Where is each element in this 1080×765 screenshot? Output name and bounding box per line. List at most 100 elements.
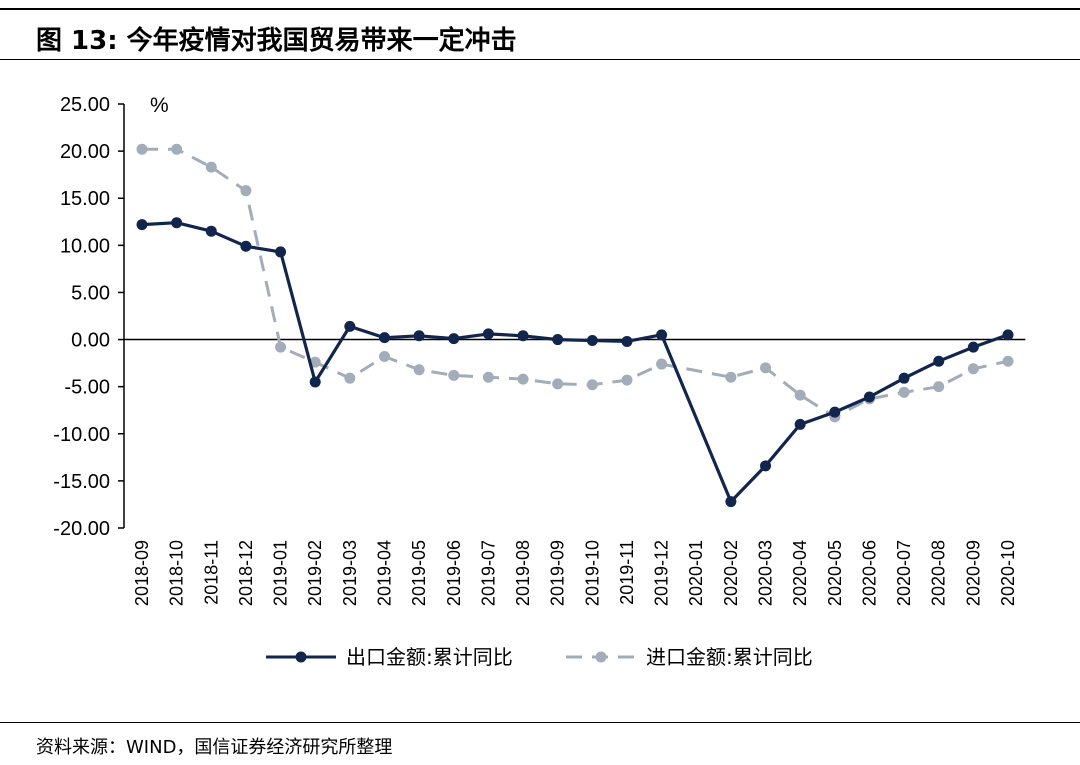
data-point-import	[552, 378, 564, 390]
data-point-import	[205, 161, 217, 173]
x-tick-label: 2020-10	[998, 540, 1018, 606]
x-tick-label: 2020-02	[721, 540, 741, 606]
data-point-export	[794, 418, 806, 430]
series-layer	[136, 143, 1014, 508]
data-point-export	[621, 335, 633, 347]
data-point-import	[1002, 355, 1014, 367]
data-point-export	[240, 240, 252, 252]
data-point-export	[725, 496, 737, 508]
y-tick-label: 20.00	[60, 141, 110, 163]
legend-item: 出口金额:累计同比	[266, 645, 513, 669]
series-export	[136, 217, 1014, 508]
y-tick-label: 10.00	[60, 235, 110, 257]
figure-header: 图 13: 今年疫情对我国贸易带来一定冲击	[0, 0, 1080, 62]
x-tick-label: 2019-06	[444, 540, 464, 606]
y-tick-label: 25.00	[60, 94, 110, 116]
data-point-import	[413, 364, 425, 376]
x-tick-label: 2020-05	[825, 540, 845, 606]
legend-marker	[595, 651, 607, 663]
figure-source: 资料来源：WIND，国信证券经济研究所整理	[36, 737, 393, 758]
legend-item: 进口金额:累计同比	[566, 645, 813, 669]
series-line-export	[141, 221, 1009, 504]
legend-label: 进口金额:累计同比	[646, 645, 813, 669]
x-tick-label: 2019-08	[513, 540, 533, 606]
data-point-export	[760, 460, 772, 472]
data-point-import	[171, 143, 183, 155]
data-point-export	[933, 355, 945, 367]
legend-marker	[295, 651, 307, 663]
data-point-import	[656, 358, 668, 370]
y-tick-label: -20.00	[53, 518, 110, 540]
x-tick-label: 2020-06	[859, 540, 879, 606]
data-point-export	[829, 406, 841, 418]
data-point-export	[275, 246, 287, 258]
x-tick-label: 2018-09	[132, 540, 152, 606]
x-tick-label: 2018-12	[236, 540, 256, 606]
x-tick-label: 2019-11	[617, 540, 637, 605]
data-point-import	[136, 143, 148, 155]
x-tick-label: 2020-08	[929, 540, 949, 606]
data-point-import	[967, 363, 979, 375]
header-bottom-rule	[0, 59, 1080, 60]
data-point-export	[863, 391, 875, 403]
y-tick-label: -10.00	[53, 424, 110, 446]
x-tick-label: 2019-04	[374, 540, 394, 606]
data-point-import	[898, 386, 910, 398]
data-point-export	[413, 330, 425, 342]
x-tick-label: 2019-01	[271, 540, 291, 606]
x-tick-label: 2019-02	[305, 540, 325, 606]
y-tick-label: 15.00	[60, 188, 110, 210]
data-point-export	[898, 372, 910, 384]
data-point-import	[621, 374, 633, 386]
header-top-rule	[0, 8, 1080, 10]
series-line-import	[142, 147, 1009, 419]
data-point-import	[378, 351, 390, 363]
x-tick-label: 2020-04	[790, 540, 810, 606]
x-tick-label: 2019-09	[548, 540, 568, 606]
x-tick-label: 2019-05	[409, 540, 429, 606]
data-point-import	[933, 381, 945, 393]
data-point-import	[344, 372, 356, 384]
data-point-import	[586, 379, 598, 391]
legend: 出口金额:累计同比 进口金额:累计同比	[266, 645, 813, 669]
y-axis: 25.00 20.00 15.00 10.00 5.00 0.00 -5.00 -10.00 -…	[53, 94, 168, 540]
data-point-import	[725, 371, 737, 383]
data-point-export	[656, 329, 668, 341]
data-point-import	[760, 362, 772, 374]
data-point-export	[171, 217, 183, 229]
line-chart: 25.00 20.00 15.00 10.00 5.00 0.00 -5.00 -10.00 -…	[53, 94, 1026, 669]
y-tick-label: 5.00	[71, 282, 110, 304]
data-point-export	[309, 376, 321, 388]
x-tick-label: 2019-12	[652, 540, 672, 606]
data-point-import	[482, 371, 494, 383]
x-axis: 2018-09 2018-10 2018-11 2018-12 2019-01 2019-…	[124, 338, 1026, 606]
data-point-import	[309, 356, 321, 368]
data-point-import	[448, 369, 460, 381]
data-point-export	[1002, 329, 1014, 341]
x-tick-label: 2020-01	[686, 540, 706, 606]
data-point-export	[482, 328, 494, 340]
x-tick-label: 2019-07	[478, 540, 498, 606]
x-tick-label: 2019-03	[340, 540, 360, 606]
data-point-export	[344, 320, 356, 332]
y-axis-unit-label: %	[150, 94, 169, 117]
source-rule	[0, 722, 1080, 723]
x-tick-label: 2020-03	[756, 540, 776, 606]
y-tick-label: -15.00	[53, 471, 110, 493]
data-point-export	[517, 330, 529, 342]
x-tick-label: 2019-10	[582, 540, 602, 606]
data-point-export	[448, 333, 460, 345]
x-tick-label: 2018-11	[201, 540, 221, 605]
series-import	[136, 143, 1014, 423]
y-tick-label: -5.00	[64, 377, 110, 399]
legend-label: 出口金额:累计同比	[346, 645, 513, 669]
x-tick-label: 2020-07	[894, 540, 914, 606]
data-point-export	[967, 341, 979, 353]
data-point-export	[136, 219, 148, 231]
x-tick-label: 2020-09	[963, 540, 983, 606]
data-point-export	[552, 334, 564, 346]
y-tick-label: 0.00	[71, 330, 110, 352]
data-point-export	[205, 225, 217, 237]
data-point-import	[794, 389, 806, 401]
data-point-export	[378, 332, 390, 344]
